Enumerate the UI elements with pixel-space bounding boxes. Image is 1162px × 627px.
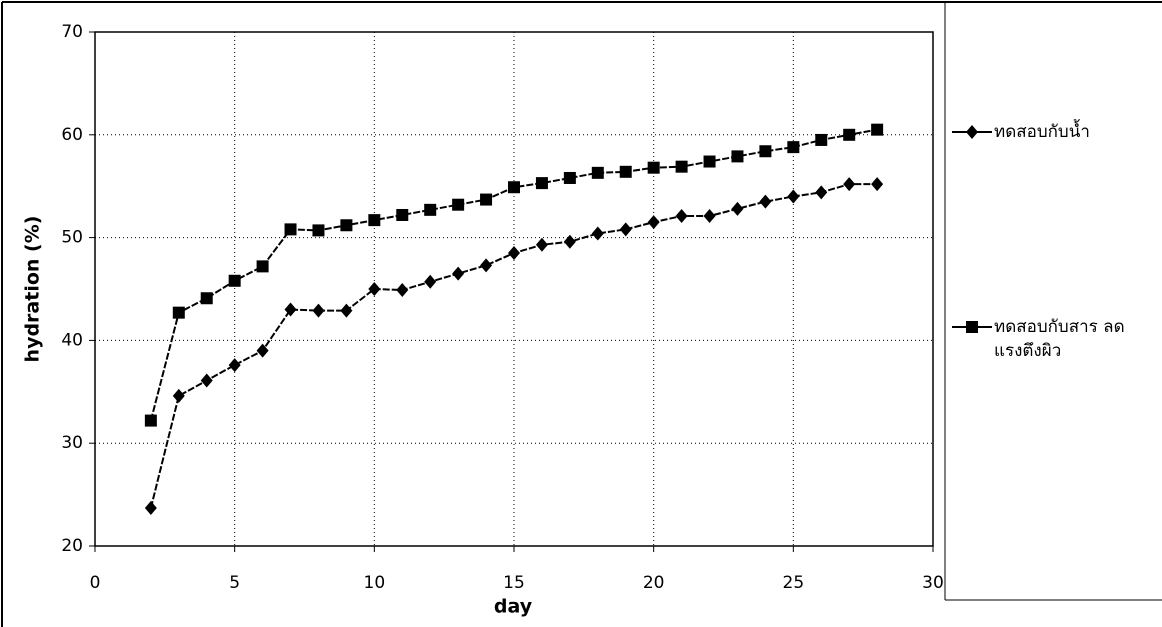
- marker: [871, 177, 884, 192]
- marker: [647, 161, 660, 174]
- marker: [508, 246, 520, 261]
- marker: [591, 226, 604, 241]
- y-tick-label: 40: [61, 330, 83, 350]
- y-axis-label: hydration (%): [22, 216, 44, 363]
- marker: [228, 274, 241, 287]
- marker: [759, 194, 772, 209]
- marker: [508, 181, 520, 194]
- marker: [675, 160, 688, 173]
- x-tick-label: 30: [922, 573, 944, 593]
- marker: [535, 177, 548, 190]
- marker: [731, 150, 744, 163]
- marker: [396, 208, 409, 221]
- marker: [284, 302, 297, 317]
- marker: [619, 165, 632, 178]
- marker: [787, 141, 800, 154]
- y-tick-label: 70: [61, 22, 83, 42]
- marker: [452, 266, 465, 281]
- marker: [312, 303, 325, 318]
- legend-label: ทดสอบกับสาร ลดแรงตึงผิว: [994, 317, 1125, 361]
- marker: [843, 177, 856, 192]
- marker: [787, 189, 800, 204]
- legend-icon: [952, 125, 992, 139]
- legend-item: ทดสอบกับน้ำ: [950, 120, 1150, 144]
- marker: [144, 500, 157, 515]
- marker: [647, 215, 660, 230]
- y-tick-label: 60: [61, 125, 83, 145]
- x-tick-label: 20: [643, 573, 665, 593]
- marker: [312, 224, 325, 237]
- legend-icon: [952, 321, 992, 333]
- marker: [256, 260, 269, 273]
- marker: [843, 128, 856, 141]
- marker: [200, 373, 213, 388]
- x-tick-label: 25: [783, 573, 805, 593]
- marker: [966, 321, 978, 333]
- marker: [340, 303, 353, 318]
- marker: [759, 145, 772, 158]
- marker: [172, 306, 185, 319]
- marker: [144, 414, 157, 427]
- marker: [340, 219, 353, 232]
- marker: [703, 209, 716, 224]
- marker: [619, 222, 632, 237]
- marker: [563, 234, 576, 249]
- marker: [368, 214, 381, 227]
- marker: [284, 223, 297, 236]
- marker: [480, 258, 493, 273]
- marker: [396, 283, 409, 298]
- marker: [200, 292, 213, 305]
- marker: [591, 166, 604, 179]
- marker: [703, 155, 716, 168]
- legend-item: ทดสอบกับสาร ลดแรงตึงผิว: [950, 315, 1150, 363]
- marker: [731, 201, 744, 216]
- marker: [172, 388, 185, 403]
- x-tick-label: 0: [90, 573, 101, 593]
- x-axis-label: day: [494, 596, 533, 618]
- marker: [424, 203, 437, 216]
- y-tick-label: 20: [61, 536, 83, 556]
- marker: [480, 193, 493, 206]
- marker: [563, 171, 576, 184]
- marker: [535, 237, 548, 252]
- marker: [871, 123, 884, 136]
- y-tick-label: 50: [61, 228, 83, 248]
- legend-label: ทดสอบกับน้ำ: [994, 122, 1090, 142]
- marker: [966, 125, 978, 139]
- marker: [452, 198, 465, 211]
- marker: [368, 282, 381, 296]
- marker: [228, 358, 241, 373]
- x-tick-label: 5: [229, 573, 240, 593]
- marker: [675, 209, 688, 224]
- x-tick-label: 15: [503, 573, 525, 593]
- marker: [815, 133, 828, 146]
- marker: [256, 343, 269, 358]
- y-tick-label: 30: [61, 433, 83, 453]
- x-tick-label: 10: [364, 573, 386, 593]
- marker: [424, 274, 437, 289]
- marker: [815, 185, 828, 200]
